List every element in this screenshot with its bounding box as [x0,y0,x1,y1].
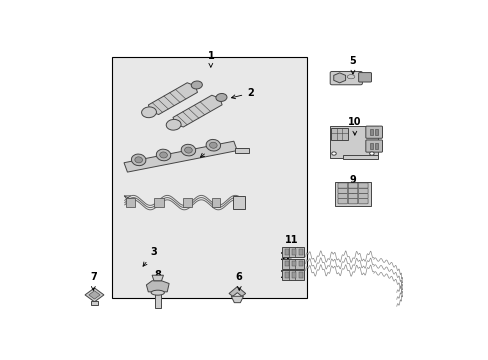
Polygon shape [85,288,104,302]
Text: 1: 1 [207,51,214,67]
FancyBboxPatch shape [347,193,357,199]
Text: 5: 5 [349,56,356,74]
Bar [235,148,248,153]
Bar [298,249,302,255]
Bar [374,129,377,135]
FancyBboxPatch shape [329,72,362,85]
Ellipse shape [331,152,336,155]
FancyBboxPatch shape [347,199,357,204]
Bar [331,128,347,140]
FancyBboxPatch shape [358,73,371,82]
Bar [285,273,289,278]
Ellipse shape [191,81,202,89]
Text: 3: 3 [142,247,157,266]
Polygon shape [228,287,245,296]
FancyBboxPatch shape [358,183,367,188]
Polygon shape [124,141,237,172]
Text: 4: 4 [200,142,216,157]
Ellipse shape [184,147,192,153]
Bar [369,143,372,149]
Ellipse shape [181,144,195,156]
FancyBboxPatch shape [347,183,357,188]
FancyBboxPatch shape [337,183,347,188]
Ellipse shape [142,107,156,118]
Bar [154,292,161,309]
Bar [291,273,295,278]
Bar [374,143,377,149]
Ellipse shape [156,149,170,161]
Ellipse shape [151,290,164,295]
Polygon shape [146,281,169,292]
FancyBboxPatch shape [337,199,347,204]
Text: 6: 6 [235,273,242,291]
Bar [282,247,304,257]
Text: 11: 11 [284,235,298,252]
Ellipse shape [160,152,167,158]
Polygon shape [173,95,222,127]
Bar [182,198,192,207]
Ellipse shape [166,120,181,130]
Ellipse shape [369,152,373,155]
Bar [282,258,304,269]
Bar [343,155,377,159]
FancyBboxPatch shape [337,193,347,199]
Text: 7: 7 [90,273,97,291]
Polygon shape [148,83,197,114]
Text: 9: 9 [349,175,356,193]
FancyBboxPatch shape [358,193,367,199]
Polygon shape [231,296,243,303]
Bar [112,57,307,298]
Bar [232,197,244,209]
FancyBboxPatch shape [358,199,367,204]
Bar [291,261,295,266]
Bar [329,126,377,158]
Bar [282,270,304,280]
Ellipse shape [209,142,217,148]
Ellipse shape [205,139,220,151]
Text: 10: 10 [347,117,361,135]
Ellipse shape [346,75,354,79]
Ellipse shape [131,154,145,166]
Bar [334,183,370,206]
FancyBboxPatch shape [337,188,347,193]
Bar [369,129,372,135]
FancyBboxPatch shape [347,188,357,193]
FancyBboxPatch shape [358,188,367,193]
Bar [285,249,289,255]
Ellipse shape [135,157,142,163]
FancyBboxPatch shape [365,126,382,138]
Polygon shape [89,291,100,299]
Polygon shape [333,73,345,83]
Text: 8: 8 [154,270,161,288]
Bar [298,273,302,278]
Bar [298,261,302,266]
Bar [211,198,220,207]
Polygon shape [152,275,163,281]
Bar [154,198,163,207]
Bar [291,249,295,255]
Text: 12: 12 [280,252,293,266]
Bar [91,301,97,305]
FancyBboxPatch shape [365,140,382,152]
Bar [285,261,289,266]
Ellipse shape [216,94,226,102]
Bar [125,198,135,207]
Text: 2: 2 [231,88,253,99]
Text: 13: 13 [280,270,293,280]
